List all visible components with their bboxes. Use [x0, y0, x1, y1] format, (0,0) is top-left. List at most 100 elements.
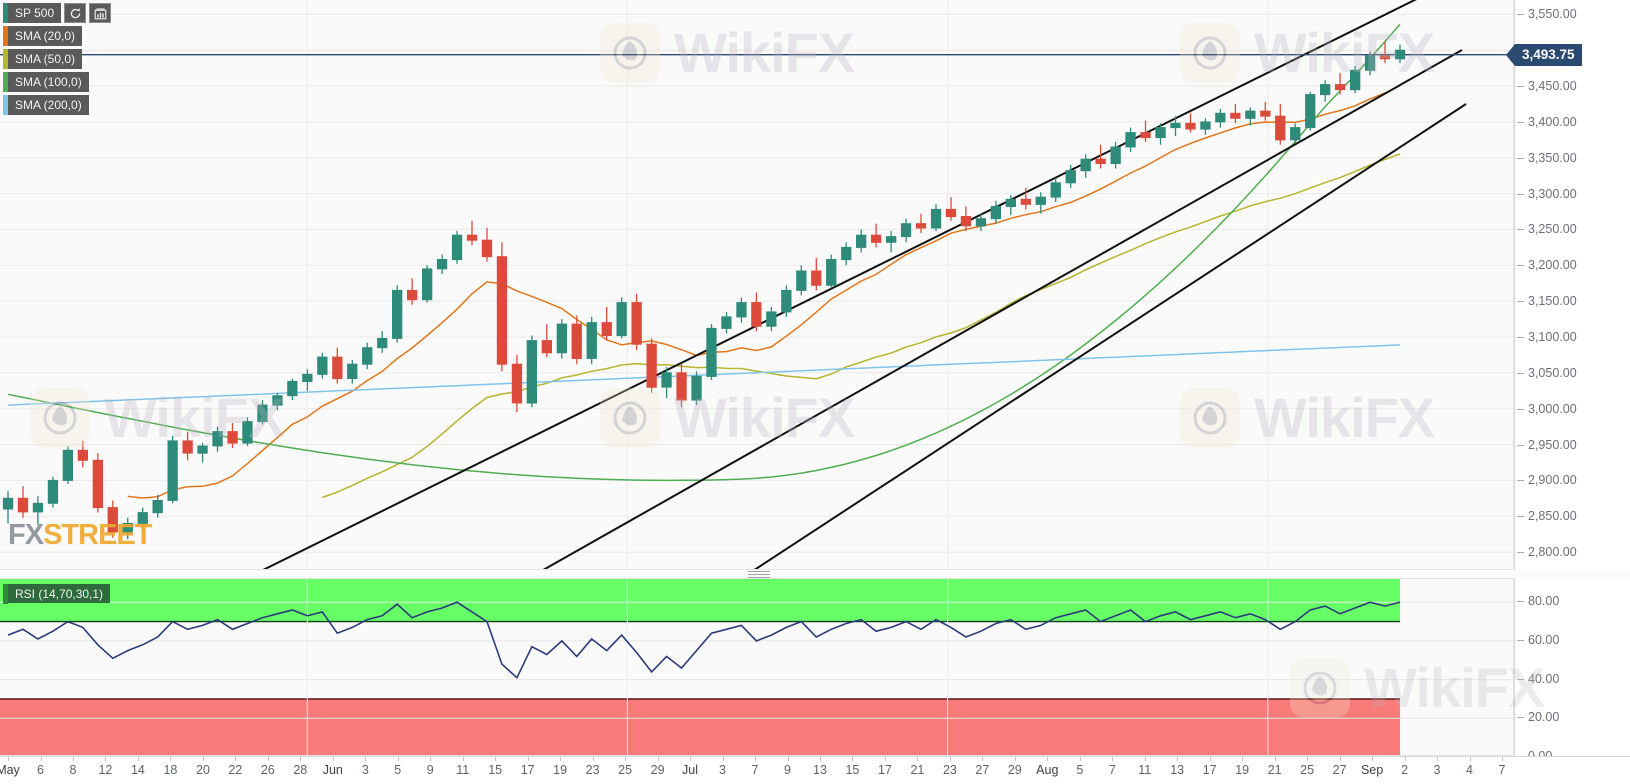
time-axis-label: 23 — [585, 763, 600, 777]
time-axis-label: 17 — [520, 763, 535, 777]
time-axis-label: 13 — [813, 763, 827, 777]
time-axis-label: Sep — [1360, 763, 1384, 777]
price-axis-tick — [1517, 552, 1524, 554]
time-axis-label: 3 — [1433, 763, 1441, 777]
price-axis-tick — [1517, 301, 1524, 303]
pane-resize-handle[interactable] — [748, 569, 770, 578]
time-axis-label: 25 — [1300, 763, 1315, 777]
time-axis-tick — [170, 757, 172, 761]
legend-color-swatch — [3, 72, 8, 92]
legend-color-swatch — [3, 26, 8, 46]
time-axis-label: 12 — [98, 763, 113, 777]
time-axis-label: 8 — [69, 763, 77, 777]
time-axis-label: 21 — [1267, 763, 1282, 777]
time-axis-tick — [8, 757, 9, 761]
time-axis-tick — [852, 757, 854, 761]
time-axis-tick — [657, 757, 659, 761]
time-axis-label: 21 — [910, 763, 925, 777]
rsi-axis-label: 20.00 — [1528, 710, 1560, 725]
time-axis-label: 14 — [130, 763, 145, 777]
time-axis-tick — [1502, 757, 1503, 761]
time-axis-tick — [105, 757, 107, 761]
rsi-axis-label: 80.00 — [1528, 594, 1560, 609]
rsi-axis-tick — [1517, 678, 1524, 680]
time-axis-tick — [1404, 757, 1406, 761]
price-axis-label: 2,950.00 — [1528, 437, 1577, 452]
price-axis-label: 3,200.00 — [1528, 258, 1577, 273]
time-axis-tick — [722, 757, 724, 761]
rsi-legend: RSI (14,70,30,1) — [3, 583, 111, 604]
time-axis-tick — [202, 757, 204, 761]
price-axis-tick — [1517, 157, 1524, 159]
refresh-icon — [70, 7, 80, 18]
time-axis-label: 23 — [942, 763, 957, 777]
price-axis-label: 3,150.00 — [1528, 294, 1577, 309]
time-axis-tick — [137, 757, 139, 761]
price-axis-tick — [1517, 121, 1524, 123]
time-axis-tick — [300, 757, 302, 761]
time-axis-tick — [235, 757, 237, 761]
legend-sma-200[interactable]: SMA (200,0) — [8, 95, 89, 115]
time-axis-label: 17 — [1202, 763, 1217, 777]
time-axis-label: 26 — [260, 763, 275, 777]
legend-sp500[interactable]: SP 500 — [8, 3, 62, 23]
legend-color-swatch — [3, 3, 8, 23]
legend-row-symbol: SP 500 — [3, 3, 112, 23]
legend-sma-50[interactable]: SMA (50,0) — [8, 49, 83, 69]
time-axis-label: 19 — [553, 763, 568, 777]
time-axis-tick — [40, 757, 42, 761]
time-axis-tick — [365, 757, 367, 761]
time-axis-tick — [820, 757, 821, 761]
legend-sma-100[interactable]: SMA (100,0) — [8, 72, 89, 92]
rsi-legend-label[interactable]: RSI (14,70,30,1) — [8, 584, 111, 603]
price-axis[interactable]: 2,800.00 2,850.00 2,900.00 2,950.00 3,000.00… — [1514, 0, 1630, 570]
time-axis-label: 7 — [751, 763, 759, 777]
price-chart-panel[interactable] — [0, 0, 1514, 570]
time-axis-label: 3 — [361, 763, 369, 777]
time-axis-tick — [332, 757, 334, 761]
price-axis-tick — [1517, 408, 1524, 410]
time-axis-label: 15 — [488, 763, 503, 777]
chart-legend: SP 500 SMA (20,0) — [0, 0, 112, 115]
time-axis-tick — [787, 757, 789, 761]
rsi-axis-label: 40.00 — [1528, 671, 1560, 686]
price-axis-tick — [1517, 14, 1524, 16]
time-axis-tick — [1437, 757, 1438, 761]
legend-sma-20[interactable]: SMA (20,0) — [8, 26, 83, 46]
price-axis-label: 3,450.00 — [1528, 79, 1577, 93]
rsi-chart-panel[interactable]: RSI (14,70,30,1) — [0, 578, 1514, 756]
rsi-color-swatch — [3, 583, 8, 604]
time-axis-label: 18 — [163, 763, 178, 777]
time-axis-tick — [1177, 757, 1179, 761]
rsi-axis-tick — [1517, 601, 1524, 603]
price-axis-tick — [1517, 337, 1524, 338]
price-axis-tick — [1517, 193, 1524, 195]
price-axis-tick — [1517, 372, 1524, 374]
price-axis-label: 3,550.00 — [1528, 7, 1577, 22]
time-axis-label: 7 — [1498, 763, 1506, 777]
rsi-axis-label: 60.00 — [1528, 632, 1560, 647]
time-axis-tick — [690, 757, 691, 761]
legend-row-sma100: SMA (100,0) — [3, 72, 111, 92]
indicator-button[interactable] — [89, 3, 112, 23]
time-axis-tick — [1047, 757, 1049, 761]
time-axis-tick — [495, 757, 497, 761]
time-axis-label: 15 — [845, 763, 860, 777]
price-axis-label: 3,000.00 — [1528, 401, 1577, 416]
current-price-value: 3,493.75 — [1515, 43, 1582, 66]
time-axis-tick — [430, 757, 432, 761]
time-axis-tick — [397, 757, 399, 761]
time-axis-label: 27 — [1332, 763, 1347, 777]
rsi-axis-tick — [1517, 717, 1524, 719]
price-axis-label: 3,100.00 — [1528, 330, 1577, 344]
time-axis[interactable]: May 6 8 12 14 18 20 22 26 28 Jun 3 5 9 11 15 17 19 23 25 29 J… — [0, 756, 1630, 784]
price-axis-label: 3,250.00 — [1528, 222, 1577, 237]
price-plot-svg — [0, 0, 1513, 569]
time-axis-label: Jun — [322, 763, 343, 777]
time-axis-label: 25 — [618, 763, 633, 777]
price-axis-tick — [1517, 516, 1524, 518]
refresh-button[interactable] — [64, 3, 87, 23]
time-axis-label: 7 — [1108, 763, 1116, 777]
time-axis-tick — [1242, 757, 1244, 761]
